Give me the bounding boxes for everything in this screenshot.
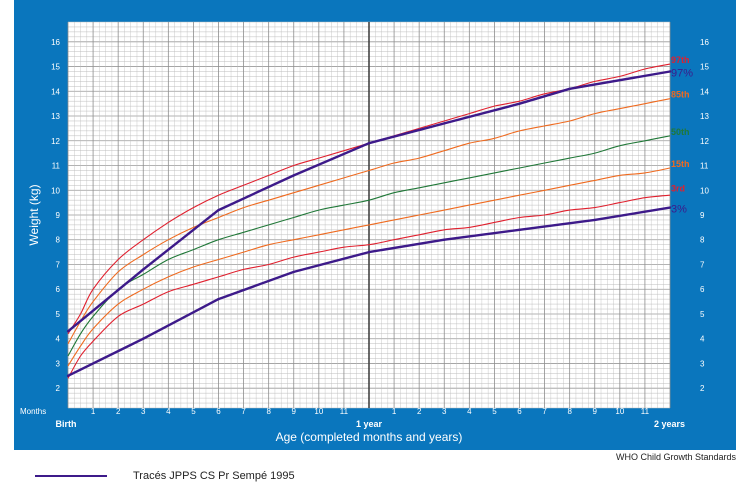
y-tick-label-left: 2 bbox=[56, 384, 61, 393]
y-tick-label-right: 16 bbox=[700, 38, 709, 47]
x-tick-label-month: 2 bbox=[116, 407, 121, 416]
end-label-97pct: 97% bbox=[671, 67, 693, 79]
y-tick-label-left: 15 bbox=[51, 63, 60, 72]
series-point-3pct bbox=[668, 206, 672, 209]
x-tick-label-month: 2 bbox=[417, 407, 422, 416]
x-axis-label: Age (completed months and years) bbox=[276, 430, 463, 444]
x-tick-label-month: 5 bbox=[191, 407, 196, 416]
series-point-97pct bbox=[292, 174, 295, 177]
y-tick-label-left: 9 bbox=[56, 211, 61, 220]
series-point-3pct bbox=[66, 374, 70, 378]
x-tick-label-month: 10 bbox=[615, 407, 624, 416]
series-line-85th bbox=[67, 98, 671, 344]
grid bbox=[67, 21, 671, 409]
x-tick-label-month: 9 bbox=[593, 407, 598, 416]
series-point-97pct bbox=[142, 268, 145, 271]
series-end-labels: 97th 97% 85th 50th 15th 3rd 3% bbox=[671, 55, 693, 216]
y-tick-label-left: 13 bbox=[51, 112, 60, 121]
x-tick-label-month: 9 bbox=[292, 407, 297, 416]
y-tick-label-right: 15 bbox=[700, 63, 709, 72]
end-label-15th: 15th bbox=[671, 159, 690, 169]
y-tick-label-right: 11 bbox=[700, 162, 709, 171]
x-tick-label-month: 6 bbox=[517, 407, 522, 416]
y-tick-label-left: 6 bbox=[56, 285, 61, 294]
legend: Tracés JPPS CS Pr Sempé 1995 bbox=[35, 470, 295, 482]
end-label-50th: 50th bbox=[671, 127, 690, 137]
series-point-97pct bbox=[668, 70, 672, 73]
series-lines bbox=[66, 63, 672, 379]
y-tick-label-right: 4 bbox=[700, 335, 705, 344]
x-tick-label-month: 3 bbox=[141, 407, 146, 416]
series-point-3pct bbox=[518, 228, 521, 232]
series-line-50th bbox=[67, 135, 671, 357]
y-tick-label-right: 9 bbox=[700, 211, 705, 220]
y-tick-label-right: 7 bbox=[700, 260, 705, 269]
months-row-label: Months bbox=[20, 407, 46, 416]
y-tick-label-left: 16 bbox=[51, 38, 60, 47]
x-tick-label-month: 1 bbox=[392, 407, 397, 416]
x-tick-label-month: 10 bbox=[314, 407, 323, 416]
end-label-85th: 85th bbox=[671, 90, 690, 100]
legend-label: Tracés JPPS CS Pr Sempé 1995 bbox=[133, 470, 295, 482]
series-point-97pct bbox=[217, 208, 220, 212]
series-point-3pct bbox=[443, 238, 446, 241]
series-point-97pct bbox=[443, 122, 446, 125]
series-point-97pct bbox=[367, 142, 371, 145]
x-year-label: Birth bbox=[56, 419, 77, 429]
x-tick-label-month: 8 bbox=[266, 407, 271, 416]
end-label-3pct: 3% bbox=[671, 204, 687, 216]
y-tick-label-right: 5 bbox=[700, 310, 705, 319]
end-label-97th: 97th bbox=[671, 55, 690, 65]
y-tick-label-left: 10 bbox=[51, 186, 60, 195]
x-tick-label-month: 6 bbox=[216, 407, 221, 416]
x-tick-label-month: 5 bbox=[492, 407, 497, 416]
x-tick-label-month: 7 bbox=[542, 407, 547, 416]
x-tick-label-month: 8 bbox=[567, 407, 572, 416]
series-line-15th bbox=[67, 167, 671, 367]
x-tick-label-month: 7 bbox=[241, 407, 246, 416]
y-tick-label-right: 10 bbox=[700, 186, 709, 195]
y-tick-label-right: 3 bbox=[700, 359, 705, 368]
y-tick-label-left: 3 bbox=[56, 359, 61, 368]
series-point-3pct bbox=[367, 250, 371, 254]
y-tick-label-right: 8 bbox=[700, 236, 705, 245]
y-tick-label-right: 14 bbox=[700, 87, 709, 96]
y-tick-label-right: 13 bbox=[700, 112, 709, 121]
y-tick-label-left: 8 bbox=[56, 236, 61, 245]
series-point-97pct bbox=[66, 330, 70, 333]
y-tick-label-left: 7 bbox=[56, 260, 61, 269]
x-tick-label-month: 11 bbox=[641, 407, 650, 416]
series-line-3rd bbox=[67, 194, 671, 379]
series-point-3pct bbox=[292, 270, 295, 274]
x-tick-label-month: 4 bbox=[166, 407, 171, 416]
y-axis-ticks: 2 2 3 3 4 4 5 5 6 6 7 7 8 8 9 9 10 10 11 11 12 12 13 13 14 14 15 15… bbox=[51, 38, 709, 393]
y-axis-label: Weight (kg) bbox=[27, 184, 41, 245]
x-tick-label-month: 4 bbox=[467, 407, 472, 416]
series-point-3pct bbox=[142, 337, 145, 340]
y-tick-label-left: 4 bbox=[56, 335, 61, 344]
end-label-3rd: 3rd bbox=[671, 184, 685, 194]
legend-line-swatch bbox=[35, 475, 107, 477]
series-point-97pct bbox=[568, 87, 571, 91]
x-tick-label-month: 1 bbox=[91, 407, 96, 416]
y-tick-label-left: 12 bbox=[51, 137, 60, 146]
series-point-97pct bbox=[518, 102, 521, 105]
y-tick-label-right: 2 bbox=[700, 384, 705, 393]
y-tick-label-left: 11 bbox=[52, 162, 61, 171]
series-point-3pct bbox=[593, 218, 596, 222]
x-tick-label-month: 11 bbox=[340, 407, 349, 416]
y-tick-label-right: 6 bbox=[700, 285, 705, 294]
x-tick-label-month: 3 bbox=[442, 407, 447, 416]
source-note: WHO Child Growth Standards bbox=[615, 452, 736, 462]
y-tick-label-right: 12 bbox=[700, 137, 709, 146]
y-tick-label-left: 14 bbox=[51, 87, 60, 96]
x-year-label: 1 year bbox=[356, 419, 383, 429]
x-year-label: 2 years bbox=[654, 419, 685, 429]
y-tick-label-left: 5 bbox=[56, 310, 61, 319]
series-point-3pct bbox=[217, 297, 220, 301]
